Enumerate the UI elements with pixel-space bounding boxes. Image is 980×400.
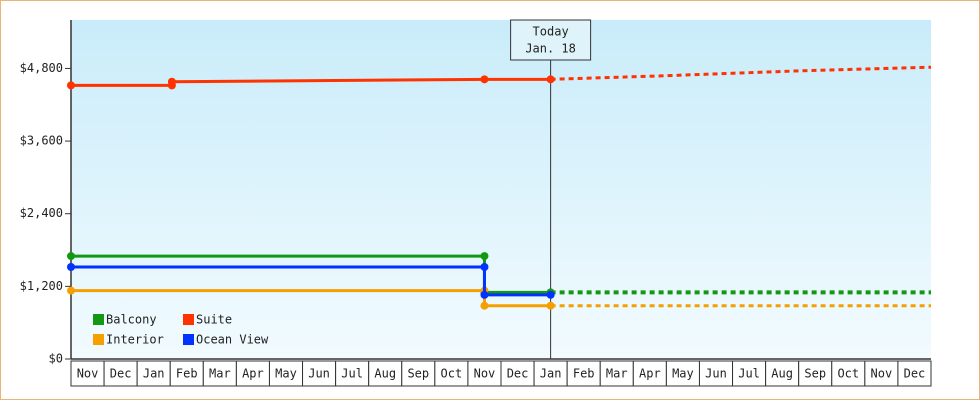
x-tick-label: Aug <box>771 367 793 381</box>
x-tick-label: Nov <box>871 367 893 381</box>
month-cell <box>302 360 337 387</box>
legend-swatch <box>183 334 194 345</box>
month-cell <box>765 360 800 387</box>
month-cell <box>831 360 866 387</box>
point <box>480 262 489 271</box>
month-cell <box>136 360 171 387</box>
x-tick-label: Nov <box>77 367 99 381</box>
x-tick-label: Oct <box>837 367 859 381</box>
y-tick-label: $1,200 <box>20 279 63 293</box>
month-cell <box>864 360 899 387</box>
series-line <box>71 265 551 297</box>
point <box>167 77 176 86</box>
month-cell <box>202 360 237 387</box>
x-tick-label: Jul <box>738 367 760 381</box>
legend-label: Ocean View <box>196 333 269 347</box>
point <box>480 301 489 310</box>
x-tick-label: Jan <box>540 367 562 381</box>
today-box <box>510 19 592 61</box>
month-cell <box>732 360 767 387</box>
x-tick-label: Jun <box>705 367 727 381</box>
month-cell <box>632 360 667 387</box>
x-tick-label: Sep <box>407 367 429 381</box>
legend-label: Balcony <box>106 313 157 327</box>
x-tick-label: Aug <box>374 367 396 381</box>
y-tick-label: $0 <box>49 352 63 366</box>
x-tick-label: Sep <box>804 367 826 381</box>
month-cell <box>897 360 932 387</box>
month-cell <box>533 360 568 387</box>
month-cell <box>70 360 105 387</box>
point <box>67 262 75 271</box>
x-tick-label: Oct <box>441 367 463 381</box>
legend-swatch <box>93 314 104 325</box>
legend-label: Interior <box>106 333 164 347</box>
month-cell <box>665 360 700 387</box>
plot-area <box>71 20 931 359</box>
x-tick-label: Jul <box>341 367 363 381</box>
y-tick-label: $3,600 <box>20 134 63 148</box>
x-tick-label: May <box>275 367 297 381</box>
month-cell <box>103 360 138 387</box>
point <box>546 301 555 310</box>
x-tick-label: Dec <box>904 367 926 381</box>
x-tick-label: Feb <box>176 367 198 381</box>
x-tick-label: Apr <box>639 367 661 381</box>
month-cell <box>434 360 469 387</box>
point <box>67 252 75 261</box>
point <box>67 286 75 295</box>
month-cell <box>467 360 502 387</box>
month-cell <box>698 360 734 387</box>
legend-swatch <box>183 314 194 325</box>
x-tick-label: Dec <box>507 367 529 381</box>
today-label: Today <box>533 25 569 39</box>
today-date: Jan. 18 <box>525 42 576 56</box>
x-tick-label: Feb <box>573 367 595 381</box>
y-tick-label: $4,800 <box>20 61 63 75</box>
legend-label: Suite <box>196 313 232 327</box>
point <box>546 290 555 299</box>
legend-swatch <box>93 334 104 345</box>
x-tick-label: Mar <box>209 367 231 381</box>
x-tick-label: May <box>672 367 694 381</box>
x-tick-label: Dec <box>110 367 132 381</box>
x-tick-label: Jan <box>143 367 165 381</box>
y-tick-label: $2,400 <box>20 206 63 220</box>
x-tick-label: Mar <box>606 367 628 381</box>
month-cell <box>169 360 204 387</box>
month-cell <box>368 360 403 387</box>
forecast-line <box>550 65 932 81</box>
x-tick-label: Apr <box>242 367 264 381</box>
point <box>480 75 489 84</box>
x-tick-label: Nov <box>474 367 496 381</box>
point <box>67 81 75 90</box>
month-cell <box>566 360 601 387</box>
point <box>480 252 489 261</box>
x-tick-label: Jun <box>308 367 330 381</box>
point <box>546 75 555 84</box>
point <box>480 290 489 299</box>
month-cell <box>798 360 833 387</box>
